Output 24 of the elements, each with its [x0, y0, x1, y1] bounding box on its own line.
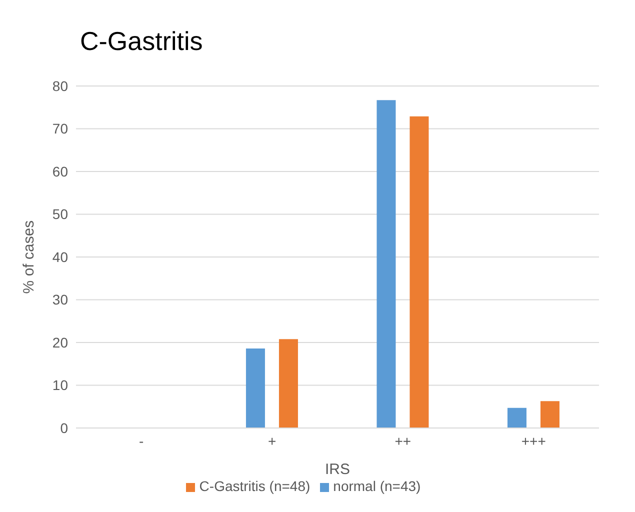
y-tick-label: 20	[52, 334, 68, 350]
y-tick-label: 30	[52, 292, 68, 308]
y-tick-label: 70	[52, 120, 68, 137]
y-tick-label: 60	[52, 163, 68, 180]
x-tick-label: +	[268, 432, 276, 449]
chart-title: C-Gastritis	[80, 26, 203, 57]
y-tick-label: 50	[52, 206, 68, 222]
bar	[540, 401, 560, 428]
x-tick-label: -	[139, 432, 144, 449]
y-tick-label: 0	[60, 420, 68, 436]
y-tick-label: 40	[52, 248, 68, 265]
x-tick-label: +++	[521, 432, 546, 449]
bar	[410, 116, 429, 428]
x-tick-label: ++	[394, 432, 412, 449]
y-tick-label: 80	[52, 78, 68, 94]
bar	[246, 348, 265, 428]
y-tick-label: 10	[52, 377, 68, 394]
legend-label: C-Gastritis (n=48)	[199, 478, 310, 494]
bar	[278, 339, 298, 428]
y-axis-title: % of cases	[20, 220, 38, 294]
bar	[507, 408, 526, 428]
x-axis-title: IRS	[324, 461, 350, 478]
bar	[376, 100, 396, 428]
legend-label: normal (n=43)	[333, 478, 421, 494]
